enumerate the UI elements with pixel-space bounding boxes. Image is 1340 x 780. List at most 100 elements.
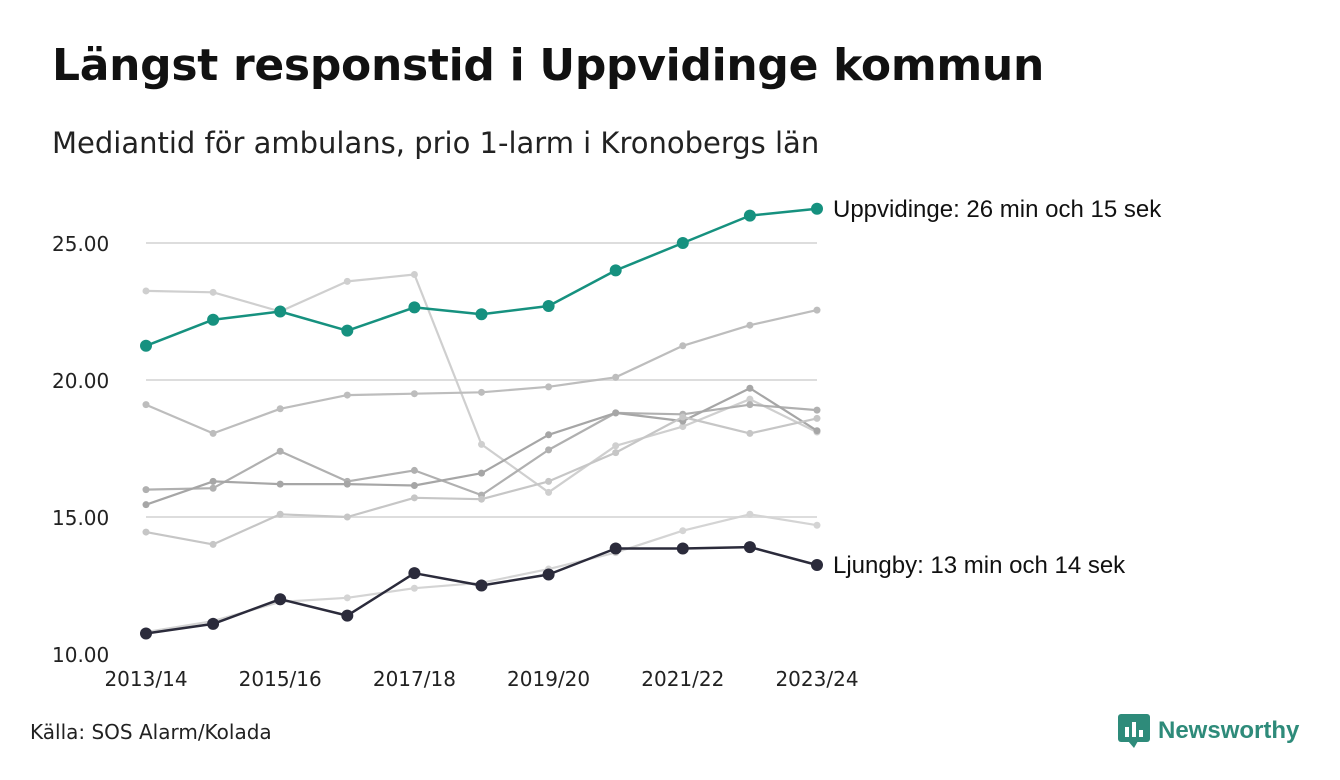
x-tick-label: 2017/18 bbox=[373, 667, 456, 691]
series-point bbox=[343, 277, 351, 285]
series-line-4 bbox=[145, 415, 818, 546]
series-point bbox=[542, 568, 555, 581]
series-point bbox=[410, 390, 418, 398]
series-point bbox=[746, 401, 754, 409]
series-point bbox=[746, 384, 754, 392]
series-point bbox=[609, 542, 622, 555]
chart-title: Längst responstid i Uppvidinge kommun bbox=[52, 40, 1044, 91]
series-point bbox=[676, 237, 689, 249]
series-point bbox=[410, 481, 418, 489]
series-point bbox=[475, 308, 488, 321]
series-line-1 bbox=[145, 309, 818, 435]
newsworthy-logo-icon bbox=[1118, 714, 1150, 748]
brand-name: Newsworthy bbox=[1158, 717, 1300, 744]
series-point bbox=[545, 383, 553, 391]
series-point bbox=[410, 466, 418, 474]
series-point bbox=[746, 510, 754, 518]
series-point bbox=[746, 395, 754, 403]
series-point bbox=[475, 579, 488, 592]
series-point bbox=[410, 494, 418, 502]
series-point bbox=[679, 342, 687, 350]
y-tick-label: 20.00 bbox=[52, 369, 109, 393]
series-point bbox=[679, 527, 687, 535]
series-point bbox=[142, 528, 150, 536]
series-point bbox=[545, 477, 553, 485]
series-line-5 bbox=[145, 513, 818, 634]
source-note: Källa: SOS Alarm/Kolada bbox=[30, 720, 272, 744]
x-tick-label: 2019/20 bbox=[507, 667, 590, 691]
series-point bbox=[343, 594, 351, 602]
series-point bbox=[140, 339, 152, 352]
series-point bbox=[140, 627, 152, 640]
series-point bbox=[545, 446, 553, 454]
series-point bbox=[811, 558, 823, 571]
series-point bbox=[341, 324, 354, 337]
series-point bbox=[679, 423, 687, 431]
series-point bbox=[408, 301, 421, 314]
series-line-6 bbox=[145, 207, 818, 347]
series-point bbox=[408, 567, 421, 580]
y-tick-label: 15.00 bbox=[52, 506, 109, 530]
series-point bbox=[612, 373, 620, 381]
series-point bbox=[410, 271, 418, 279]
series-point bbox=[142, 486, 150, 494]
series-point bbox=[813, 521, 821, 529]
series-point bbox=[276, 447, 284, 455]
series-line-0 bbox=[145, 273, 818, 494]
y-tick-label: 10.00 bbox=[52, 643, 109, 667]
series-point bbox=[743, 541, 756, 554]
x-tick-label: 2023/24 bbox=[775, 667, 858, 691]
series-point bbox=[343, 391, 351, 399]
series-point bbox=[207, 313, 220, 326]
x-tick-label: 2021/22 bbox=[641, 667, 724, 691]
series-point bbox=[207, 617, 220, 630]
series-point bbox=[545, 488, 553, 496]
series-point bbox=[612, 442, 620, 450]
series-point bbox=[813, 406, 821, 414]
series-end-label: Uppvidinge: 26 min och 15 sek bbox=[833, 196, 1162, 223]
series-point bbox=[813, 414, 821, 422]
series-point bbox=[209, 484, 217, 492]
y-tick-label: 25.00 bbox=[52, 232, 109, 256]
series-point bbox=[274, 305, 287, 318]
series-point bbox=[209, 429, 217, 437]
x-tick-label: 2013/14 bbox=[104, 667, 187, 691]
series-point bbox=[478, 388, 485, 396]
series-point bbox=[341, 609, 354, 622]
series-point bbox=[142, 287, 150, 295]
series-point bbox=[209, 288, 217, 296]
series-point bbox=[478, 469, 485, 477]
series-point bbox=[746, 429, 754, 437]
series-point bbox=[743, 209, 756, 222]
series-point bbox=[142, 401, 150, 409]
brand-logo: Newsworthy bbox=[1118, 714, 1299, 748]
series-point bbox=[478, 440, 485, 448]
series-point bbox=[609, 264, 622, 277]
series-point bbox=[410, 584, 418, 592]
series-point bbox=[813, 427, 821, 435]
series-point bbox=[209, 477, 217, 485]
series-point bbox=[142, 501, 150, 509]
series-line-2 bbox=[145, 403, 818, 497]
series-point bbox=[746, 321, 754, 329]
series-point bbox=[612, 409, 620, 417]
series-point bbox=[679, 413, 687, 421]
series-point bbox=[478, 495, 485, 503]
series-point bbox=[276, 510, 284, 518]
series-point bbox=[811, 202, 823, 215]
series-point bbox=[274, 593, 287, 606]
x-tick-label: 2015/16 bbox=[239, 667, 322, 691]
series-point bbox=[209, 540, 217, 548]
series-point bbox=[676, 542, 689, 555]
series-point bbox=[612, 449, 620, 457]
series-point bbox=[813, 306, 821, 314]
series-point bbox=[545, 431, 553, 439]
series-point bbox=[343, 513, 351, 521]
series-end-label: Ljungby: 13 min och 14 sek bbox=[833, 552, 1126, 579]
chart-subtitle: Mediantid för ambulans, prio 1-larm i Kr… bbox=[52, 126, 820, 160]
series-point bbox=[542, 300, 555, 313]
series-point bbox=[276, 480, 284, 488]
series-point bbox=[276, 405, 284, 413]
series-point bbox=[343, 480, 351, 488]
